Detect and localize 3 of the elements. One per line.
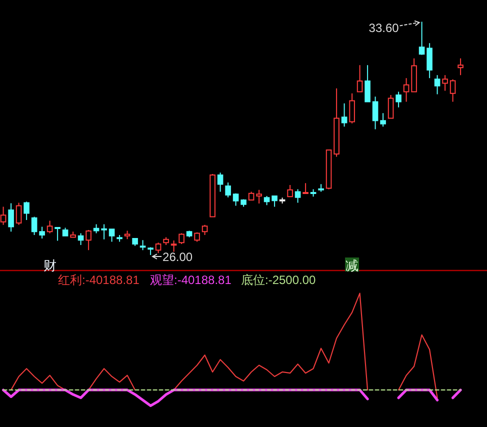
legend: 红利:-40188.81 观望:-40188.81 底位:-2500.00 xyxy=(58,273,316,287)
annotation: 26.00 xyxy=(162,250,193,264)
annotation: 33.60 xyxy=(368,21,399,36)
